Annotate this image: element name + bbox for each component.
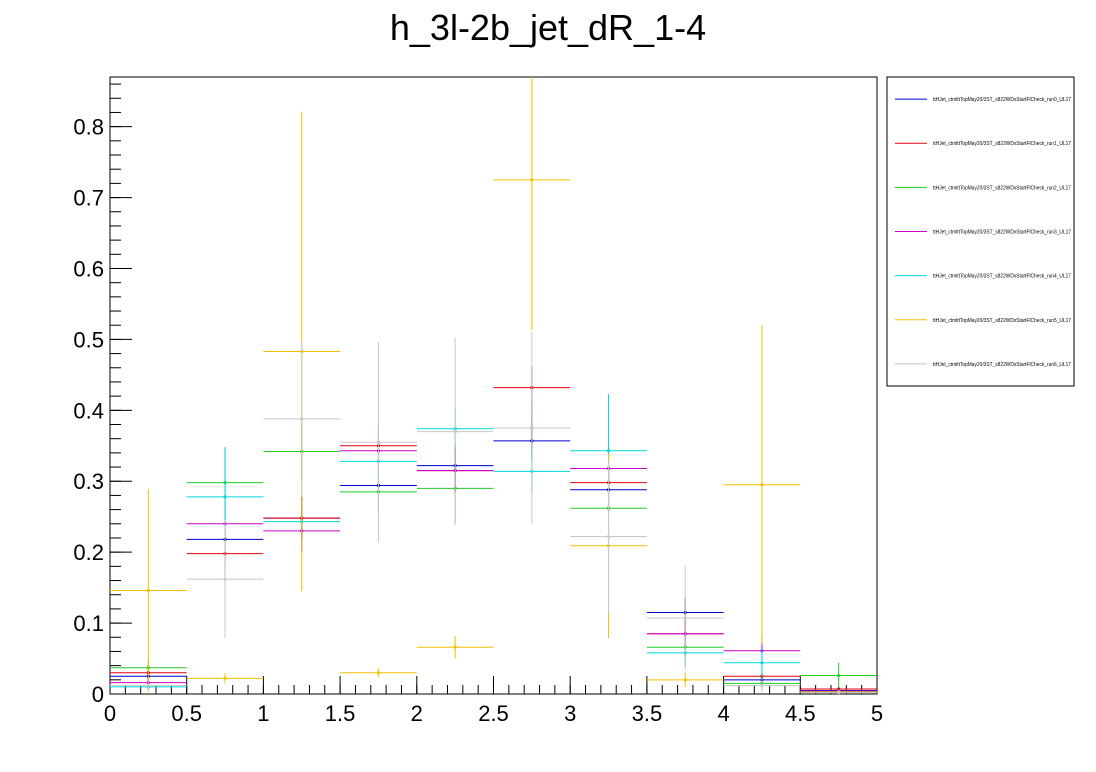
plot-area: 0 0.5 1 1.5 2 2.5 3 3.5 4 4.5 5 0 0.1 0.2 0.3 0.4 0.5 0.6… [73,76,883,726]
data-point [376,671,381,675]
legend-entry: ttHJet_ctmlttTopMay20/3ST_s822WDxStartFl… [933,362,1071,368]
x-tick-label: 1.5 [325,701,356,726]
x-tick-label: 1 [257,701,269,726]
x-tick-label: 5 [871,701,883,726]
x-tick-label: 3 [564,701,576,726]
y-tick-label: 0.7 [73,186,104,211]
legend-entry: ttHJet_ctmlttTopMay20/3ST_s822WDxStartFl… [933,274,1071,280]
data-point [837,673,841,678]
data-point [223,577,227,581]
legend-entry: ttHJet_ctmlttTopMay20/3ST_s822WDxStartFl… [933,97,1071,103]
x-tick-label: 0 [104,701,116,726]
data-point [146,588,150,593]
data-point [300,417,304,421]
data-point [146,683,150,688]
data-point [683,678,687,682]
y-tick-label: 0.5 [73,327,104,352]
x-tick-label: 2.5 [478,701,509,726]
data-point [760,483,764,487]
x-tick-label: 3.5 [632,701,663,726]
y-tick-label: 0.4 [73,398,104,423]
legend-entry: ttHJet_ctmlttTopMay20/3ST_s822WDxStartFl… [933,318,1071,324]
data-point [530,178,534,182]
data-point [606,534,611,539]
data-point [530,426,534,430]
chart-title: h_3l-2b_jet_dR_1-4 [390,7,706,48]
y-tick-label: 0.6 [73,256,104,281]
x-tick-label: 4 [717,701,729,726]
data-point [683,616,687,620]
y-tick-label: 0.3 [73,469,104,494]
x-tick-label: 2 [411,701,423,726]
data-point [223,676,227,680]
data-point [453,645,457,649]
legend: ttHJet_ctmlttTopMay20/3ST_s822WDxStartFl… [886,76,1075,387]
y-tick-label: 0.1 [73,611,104,636]
series-6 [110,332,877,695]
legend-entry: ttHJet_ctmlttTopMay20/3ST_s822WDxStartFl… [933,230,1071,236]
x-tick-label: 4.5 [785,701,816,726]
data-point [223,495,227,499]
legend-entry: ttHJet_ctmlttTopMay20/3ST_s822WDxStartFl… [933,141,1071,147]
data-point [760,683,764,688]
data-point [376,440,381,444]
data-point [606,449,611,453]
data-point [837,690,841,695]
data-point [453,429,457,434]
y-tick-label: 0.8 [73,115,104,140]
data-point [760,661,764,665]
y-tick-label: 0 [92,682,104,707]
x-tick-label: 0.5 [171,701,202,726]
legend-entry: ttHJet_ctmlttTopMay20/3ST_s822WDxStartFl… [933,185,1071,191]
y-tick-label: 0.2 [73,540,104,565]
